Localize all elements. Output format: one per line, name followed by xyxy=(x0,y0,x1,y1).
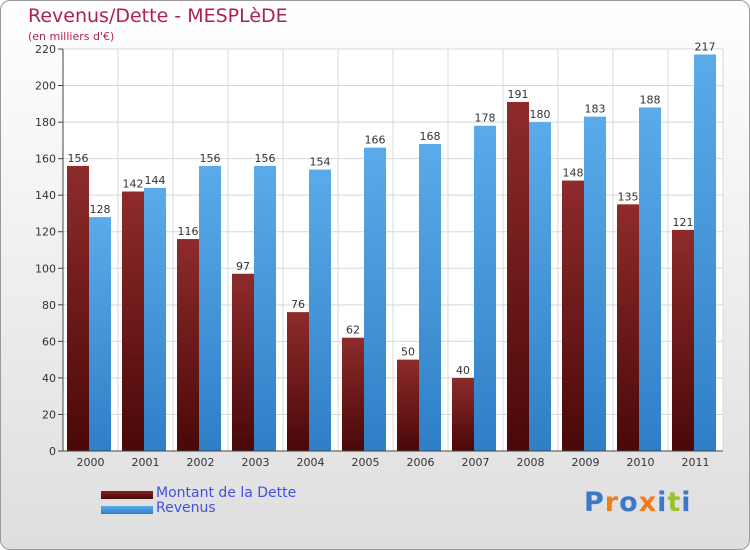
bar-revenus xyxy=(529,122,551,451)
data-label: 148 xyxy=(563,167,584,180)
x-tick-label: 2008 xyxy=(517,456,545,469)
bar-revenus xyxy=(694,54,716,452)
data-label: 97 xyxy=(236,260,250,273)
y-tick-label: 140 xyxy=(35,189,56,202)
logo-letter: r xyxy=(604,487,620,518)
y-tick-label: 160 xyxy=(35,153,56,166)
data-label: 144 xyxy=(145,174,166,187)
data-label: 62 xyxy=(346,324,360,337)
y-tick-label: 20 xyxy=(42,408,56,421)
data-label: 156 xyxy=(200,152,221,165)
bar-debt xyxy=(177,239,199,451)
data-label: 191 xyxy=(508,88,529,101)
data-label: 50 xyxy=(401,346,415,359)
data-label: 135 xyxy=(618,190,639,203)
bar-revenus xyxy=(584,116,606,451)
data-label: 166 xyxy=(365,134,386,147)
logo-letter: o xyxy=(619,487,639,518)
labels-layer: 156 128 142 144 116 156 97 156 76 154 62 166 50 168 40… xyxy=(68,40,716,376)
y-tick-label: 0 xyxy=(49,445,56,458)
x-tick-label: 2007 xyxy=(462,456,490,469)
bars-layer xyxy=(67,54,716,452)
x-tick-label: 2010 xyxy=(627,456,655,469)
y-tick-label: 120 xyxy=(35,226,56,239)
bar-debt xyxy=(287,312,309,451)
x-tick-label: 2000 xyxy=(77,456,105,469)
data-label: 142 xyxy=(123,178,144,191)
data-label: 156 xyxy=(68,152,89,165)
data-label: 188 xyxy=(640,93,661,106)
bar-debt xyxy=(617,204,639,451)
y-tick-label: 60 xyxy=(42,335,56,348)
chart-title: Revenus/Dette - MESPLèDE xyxy=(28,5,288,27)
x-tick-label: 2004 xyxy=(297,456,325,469)
axis-layer: 0 20 40 60 80 100 120 140 160 180 200 220 2000 2001 20… xyxy=(35,43,723,469)
data-label: 128 xyxy=(90,203,111,216)
bar-debt xyxy=(452,377,474,451)
bar-revenus xyxy=(419,144,441,451)
bar-debt xyxy=(507,101,529,451)
bar-debt xyxy=(232,273,254,451)
bar-debt xyxy=(67,165,89,452)
bar-revenus xyxy=(144,187,166,451)
x-tick-label: 2005 xyxy=(352,456,380,469)
legend-label-revenus: Revenus xyxy=(156,500,216,516)
bar-revenus xyxy=(639,107,661,452)
bar-revenus xyxy=(89,217,111,451)
data-label: 180 xyxy=(530,108,551,121)
data-label: 40 xyxy=(456,364,470,377)
y-tick-label: 220 xyxy=(35,43,56,56)
y-tick-label: 200 xyxy=(35,80,56,93)
y-tick-label: 80 xyxy=(42,299,56,312)
legend-label-debt: Montant de la Dette xyxy=(156,485,297,501)
bar-revenus xyxy=(364,147,386,451)
data-label: 154 xyxy=(310,156,331,169)
bar-debt xyxy=(562,180,584,451)
data-label: 76 xyxy=(291,298,305,311)
data-label: 156 xyxy=(255,152,276,165)
logo-letter: P xyxy=(584,487,605,518)
x-tick-label: 2003 xyxy=(242,456,270,469)
bar-revenus xyxy=(199,165,221,452)
legend-swatch-revenus xyxy=(101,506,153,514)
x-tick-label: 2002 xyxy=(187,456,215,469)
grid-layer xyxy=(62,48,724,452)
bar-debt xyxy=(342,337,364,451)
y-tick-label: 180 xyxy=(35,116,56,129)
logo-letter: x xyxy=(638,487,658,518)
data-label: 168 xyxy=(420,130,441,143)
x-tick-label: 2009 xyxy=(572,456,600,469)
proxiti-logo: Proxiti xyxy=(584,487,692,518)
data-label: 178 xyxy=(475,112,496,125)
logo-letter: i xyxy=(681,487,692,518)
bar-revenus xyxy=(254,165,276,452)
bar-debt xyxy=(672,229,694,451)
legend-swatch-debt xyxy=(101,491,153,499)
data-label: 121 xyxy=(673,216,694,229)
y-tick-label: 100 xyxy=(35,262,56,275)
chart-subtitle: (en milliers d'€) xyxy=(28,30,115,43)
x-tick-label: 2011 xyxy=(682,456,710,469)
bar-revenus xyxy=(309,169,331,451)
logo-letter: t xyxy=(667,487,682,518)
logo-letter: i xyxy=(657,487,668,518)
x-tick-label: 2001 xyxy=(132,456,160,469)
bar-revenus xyxy=(474,125,496,451)
x-tick-label: 2006 xyxy=(407,456,435,469)
data-label: 116 xyxy=(178,225,199,238)
bar-debt xyxy=(122,191,144,451)
bar-debt xyxy=(397,359,419,451)
data-label: 183 xyxy=(585,103,606,116)
y-tick-label: 40 xyxy=(42,372,56,385)
data-label: 217 xyxy=(695,40,716,53)
